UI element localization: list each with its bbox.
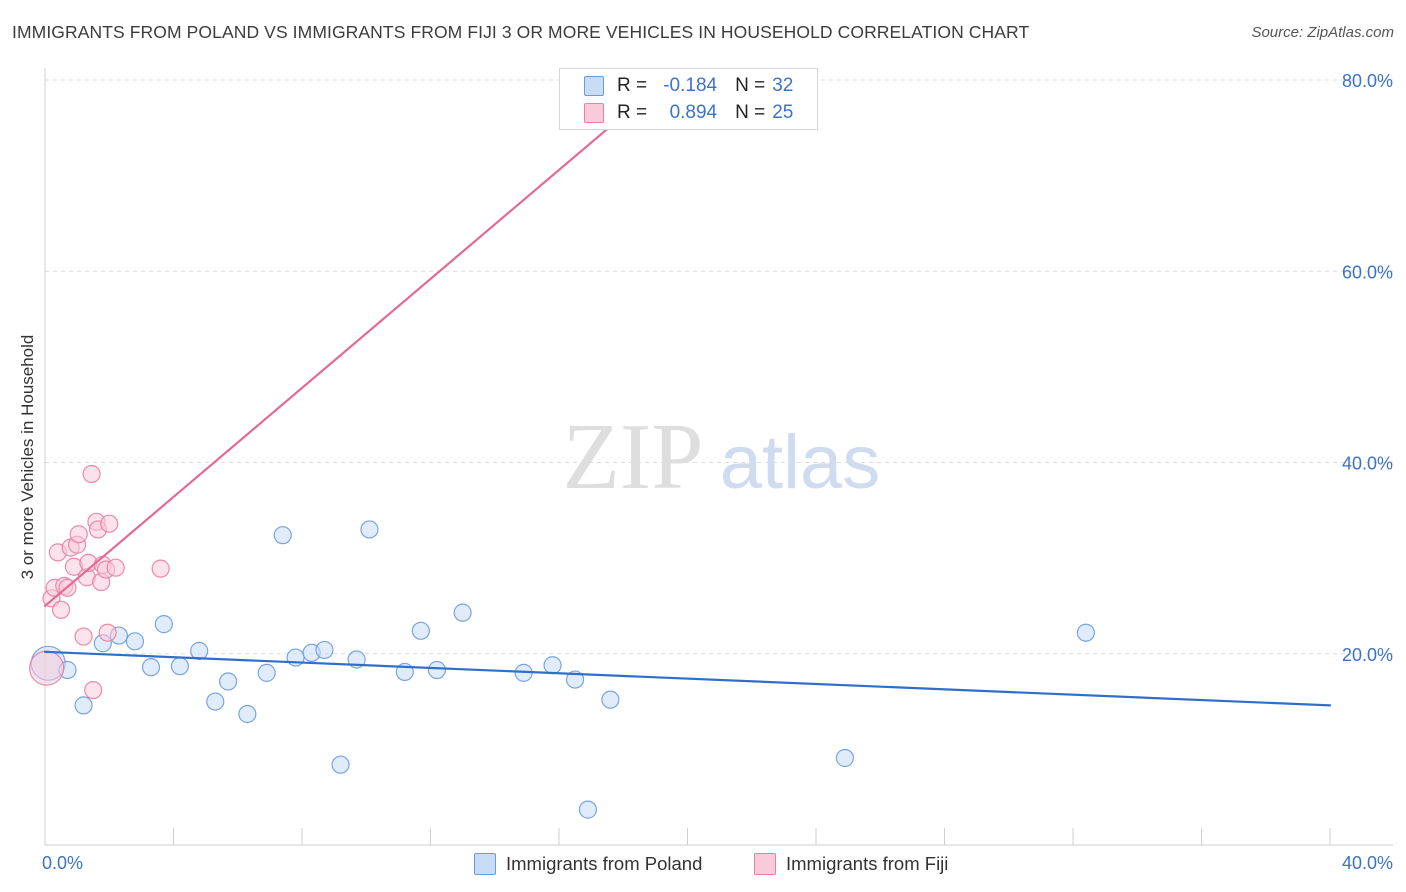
poland-point: [835, 748, 855, 768]
fiji-r-label: R =: [617, 102, 648, 123]
fiji-point: [69, 525, 88, 544]
fiji-swatch: [584, 103, 604, 123]
fiji-n-label: N =: [735, 102, 766, 123]
poland-point: [315, 640, 334, 660]
poland-r-value: -0.184: [663, 75, 718, 96]
poland-n-value: 32: [772, 75, 794, 96]
stats-legend: R = -0.184 N = 32 R = 0.894 N = 25: [559, 68, 818, 130]
poland-point: [219, 672, 238, 691]
poland-point: [257, 663, 276, 682]
poland-point: [331, 755, 350, 774]
y-tick-label: 60.0%: [1342, 262, 1393, 282]
poland-point: [154, 615, 173, 634]
y-tick-label: 80.0%: [1342, 71, 1393, 91]
poland-point: [273, 526, 292, 545]
poland-point: [206, 692, 225, 711]
x-tick-label: 0.0%: [42, 853, 83, 873]
fiji-point: [29, 650, 65, 686]
legend-item-fiji: Immigrants from Fiji: [754, 852, 948, 876]
y-tick-label: 40.0%: [1342, 454, 1393, 474]
legend-item-poland: Immigrants from Poland: [474, 852, 702, 876]
watermark: ZIP atlas: [563, 405, 881, 509]
y-tick-label: 20.0%: [1342, 645, 1393, 665]
poland-point: [453, 603, 472, 622]
fiji-point: [151, 559, 170, 578]
poland-point: [427, 660, 447, 680]
fiji-n-value: 25: [772, 102, 794, 123]
tick-labels: 20.0% 40.0% 60.0% 80.0% 0.0% 40.0%: [42, 71, 1393, 873]
legend-fiji-swatch: [754, 853, 776, 875]
chart-source: Source: ZipAtlas.com: [1251, 24, 1394, 41]
fiji-point: [51, 600, 71, 619]
poland-point: [543, 656, 562, 675]
gridlines: [45, 79, 1393, 655]
poland-point: [601, 690, 620, 709]
fiji-point: [100, 514, 119, 533]
poland-point: [125, 632, 145, 651]
legend-poland-swatch: [474, 853, 496, 875]
fiji-trend-line: [43, 78, 667, 608]
fiji-point: [106, 558, 125, 577]
stats-legend-row-poland: R = -0.184 N = 32: [584, 74, 793, 98]
chart-title: IMMIGRANTS FROM POLAND VS IMMIGRANTS FRO…: [12, 22, 1030, 42]
stats-legend-row-fiji: R = 0.894 N = 25: [584, 101, 793, 125]
poland-point: [170, 657, 190, 676]
watermark-atlas: atlas: [720, 420, 881, 505]
poland-trend-line: [43, 650, 1332, 707]
fiji-point: [82, 464, 101, 484]
poland-point: [411, 621, 430, 640]
legend-fiji-label: Immigrants from Fiji: [786, 853, 949, 874]
x-tick-label: 40.0%: [1342, 853, 1393, 873]
fiji-point: [74, 627, 93, 646]
poland-point: [141, 658, 161, 677]
poland-point: [578, 800, 598, 819]
fiji-point: [98, 623, 117, 642]
poland-point: [74, 696, 93, 715]
poland-swatch: [584, 76, 604, 96]
poland-point: [1076, 623, 1095, 642]
fiji-r-value: 0.894: [669, 102, 718, 123]
watermark-zip: ZIP: [563, 405, 704, 509]
legend-poland-label: Immigrants from Poland: [506, 853, 703, 874]
axes: [44, 68, 1393, 846]
poland-point: [360, 520, 379, 539]
poland-point: [565, 670, 585, 689]
poland-point: [190, 641, 209, 660]
poland-n-label: N =: [735, 75, 766, 96]
poland-r-label: R =: [617, 75, 648, 96]
fiji-point: [84, 680, 103, 700]
trend-lines: [43, 78, 1332, 707]
y-axis-title: 3 or more Vehicles in Household: [18, 334, 37, 580]
data-points: [29, 464, 1095, 819]
poland-point: [238, 704, 257, 724]
